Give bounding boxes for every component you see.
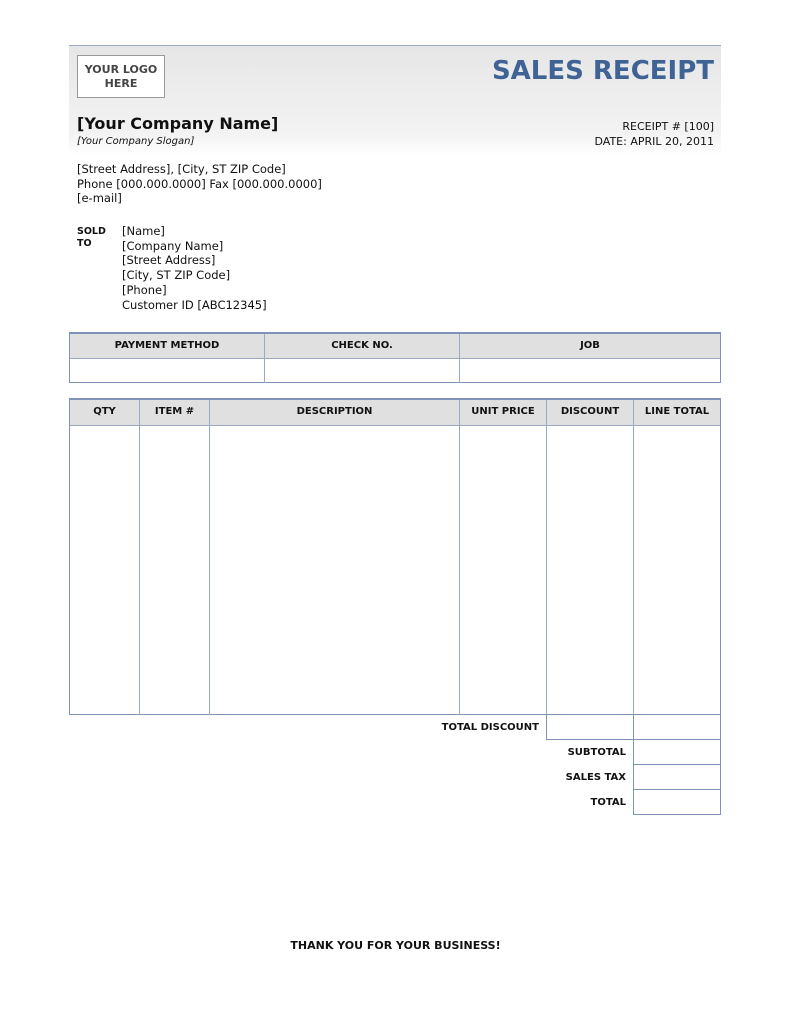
items-table: QTY ITEM # DESCRIPTION UNIT PRICE DISCOU… bbox=[69, 398, 721, 715]
column-header: UNIT PRICE bbox=[460, 400, 547, 715]
logo-line: HERE bbox=[104, 77, 138, 90]
payment-table: PAYMENT METHOD CHECK NO. JOB bbox=[69, 332, 721, 383]
total-label: TOTAL DISCOUNT bbox=[441, 722, 539, 733]
column-header: JOB bbox=[580, 340, 600, 351]
total-label: SALES TAX bbox=[565, 772, 626, 783]
date: DATE: APRIL 20, 2011 bbox=[594, 135, 714, 148]
label-line: SOLD bbox=[77, 226, 106, 237]
total-cell bbox=[633, 764, 721, 790]
total-label: SUBTOTAL bbox=[567, 747, 626, 758]
logo: YOUR LOGO HERE bbox=[77, 55, 165, 98]
column-header: DISCOUNT bbox=[547, 400, 634, 715]
sold-to: [Name] [Company Name] [Street Address] [… bbox=[122, 224, 267, 312]
column-header: CHECK NO. bbox=[265, 334, 460, 383]
address: [Street Address], [City, ST ZIP Code] Ph… bbox=[77, 162, 322, 206]
total-cell bbox=[633, 714, 721, 740]
header-band bbox=[69, 45, 721, 156]
header-row bbox=[70, 400, 720, 426]
address-line: [Street Address], [City, ST ZIP Code] bbox=[77, 162, 286, 176]
sold-to-line: [Phone] bbox=[122, 282, 167, 297]
column-header: PAYMENT METHOD bbox=[70, 334, 265, 383]
total-cell bbox=[546, 714, 634, 740]
sold-to-line: [Street Address] bbox=[122, 253, 216, 268]
company-name: [Your Company Name] bbox=[77, 114, 279, 133]
sold-to-line: Customer ID [ABC12345] bbox=[122, 297, 267, 312]
column-header: QTY bbox=[70, 400, 140, 715]
sold-to-line: [Company Name] bbox=[122, 238, 224, 253]
address-line: Phone [000.000.0000] Fax [000.000.0000] bbox=[77, 176, 322, 191]
total-cell bbox=[633, 789, 721, 815]
header-row bbox=[70, 334, 720, 359]
sold-to-label: SOLD TO bbox=[77, 226, 106, 250]
slogan: [Your Company Slogan] bbox=[77, 136, 195, 147]
sold-to-line: [Name] bbox=[122, 224, 165, 238]
total-cell bbox=[633, 739, 721, 765]
column-header: DESCRIPTION bbox=[210, 400, 460, 715]
sold-to-line: [City, ST ZIP Code] bbox=[122, 268, 231, 283]
address-line: [e-mail] bbox=[77, 191, 122, 205]
column-header: ITEM # bbox=[140, 400, 210, 715]
total-label: TOTAL bbox=[590, 797, 626, 808]
footer: THANK YOU FOR YOUR BUSINESS! bbox=[290, 939, 501, 952]
title: SALES RECEIPT bbox=[491, 56, 714, 86]
logo-line: YOUR LOGO bbox=[84, 63, 158, 76]
label-line: TO bbox=[77, 238, 92, 249]
column-header: LINE TOTAL bbox=[644, 406, 710, 417]
receipt-number: RECEIPT # [100] bbox=[622, 120, 714, 133]
